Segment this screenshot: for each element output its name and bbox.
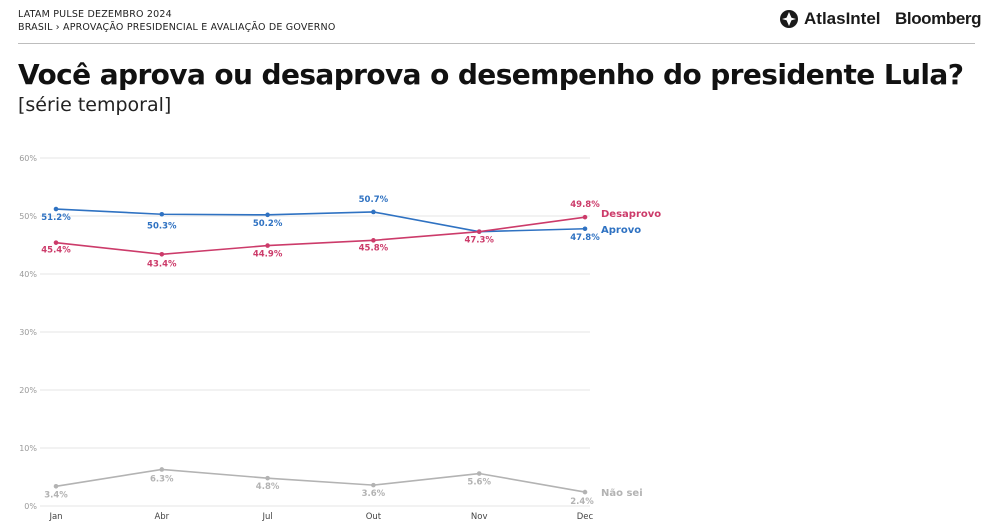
point-desaprovo (476, 229, 482, 234)
data-label-aprovo: 50.3% (147, 221, 177, 231)
point-desaprovo (265, 243, 270, 248)
point-desaprovo (53, 240, 59, 245)
point-nao_sei (265, 475, 270, 481)
point-desaprovo (582, 214, 588, 220)
x-tick-label: Abr (154, 512, 169, 522)
data-labels: 51.2% 50.3% 50.2% 50.7% 47.8%Aprovo 45.4% 43.4… (41, 195, 661, 507)
y-tick-label: 30% (19, 328, 37, 337)
series-lines (53, 206, 588, 495)
x-tick-label: Out (366, 512, 382, 522)
data-label-aprovo: 50.7% (359, 195, 389, 205)
y-tick-label: 50% (19, 212, 37, 221)
point-nao_sei (371, 482, 376, 488)
data-label-aprovo: 50.2% (253, 219, 283, 229)
chart-subtitle: [série temporal] (18, 94, 172, 116)
y-tick-label: 60% (19, 154, 37, 163)
point-desaprovo (159, 251, 165, 257)
chart-title: Você aprova ou desaprova o desempenho do… (18, 58, 964, 91)
x-axis: Jan Abr Jul Out Nov Dec (48, 512, 593, 522)
y-axis: 0% 10% 20% 30% 40% 50% 60% (19, 154, 37, 511)
series-name-aprovo: Aprovo (601, 225, 641, 236)
series-line-aprovo (55, 208, 586, 233)
point-aprovo (582, 226, 588, 232)
point-nao_sei (159, 467, 165, 472)
atlasintel-logo-text: AtlasIntel (804, 9, 881, 28)
y-tick-label: 40% (19, 270, 37, 279)
survey-name: LATAM PULSE DEZEMBRO 2024 (18, 9, 172, 20)
x-tick-label: Jan (48, 512, 62, 522)
data-label-desaprovo: 45.4% (41, 246, 71, 256)
y-tick-label: 0% (24, 502, 37, 511)
series-line-nao_sei (55, 468, 586, 493)
atlas-compass-icon (780, 10, 798, 28)
breadcrumb: BRASIL › APROVAÇÃO PRESIDENCIAL E AVALIA… (18, 22, 336, 33)
data-label-desaprovo: 45.8% (359, 243, 389, 253)
point-nao_sei (582, 489, 588, 495)
series-name-nao_sei: Não sei (601, 488, 643, 499)
header-divider (18, 43, 975, 44)
data-label-nao_sei: 4.8% (256, 482, 280, 492)
data-label-desaprovo: 47.3% (464, 236, 494, 246)
bloomberg-logo: Bloomberg (895, 9, 982, 28)
x-tick-label: Jul (261, 512, 272, 522)
atlasintel-logo: AtlasIntel (779, 9, 881, 29)
data-label-desaprovo: 49.8% (570, 200, 600, 210)
point-aprovo (265, 212, 270, 218)
gridlines (40, 157, 590, 507)
data-label-nao_sei: 3.6% (362, 489, 386, 499)
point-desaprovo (371, 238, 376, 243)
data-label-desaprovo: 43.4% (147, 259, 177, 269)
y-tick-label: 10% (19, 444, 37, 453)
x-tick-label: Dec (577, 512, 594, 522)
point-aprovo (371, 209, 376, 215)
point-aprovo (159, 211, 165, 217)
data-label-nao_sei: 2.4% (570, 497, 594, 507)
y-tick-label: 20% (19, 386, 37, 395)
data-label-nao_sei: 6.3% (150, 474, 174, 484)
data-label-aprovo: 51.2% (41, 213, 71, 223)
data-label-nao_sei: 3.4% (44, 490, 68, 500)
data-label-nao_sei: 5.6% (467, 478, 491, 488)
data-label-aprovo: 47.8% (570, 233, 600, 243)
point-nao_sei (476, 471, 482, 476)
x-tick-label: Nov (471, 512, 488, 522)
series-line-desaprovo (55, 216, 586, 256)
point-aprovo (53, 206, 59, 212)
data-label-desaprovo: 44.9% (253, 250, 283, 260)
point-nao_sei (53, 483, 59, 489)
series-name-desaprovo: Desaprovo (601, 209, 661, 220)
